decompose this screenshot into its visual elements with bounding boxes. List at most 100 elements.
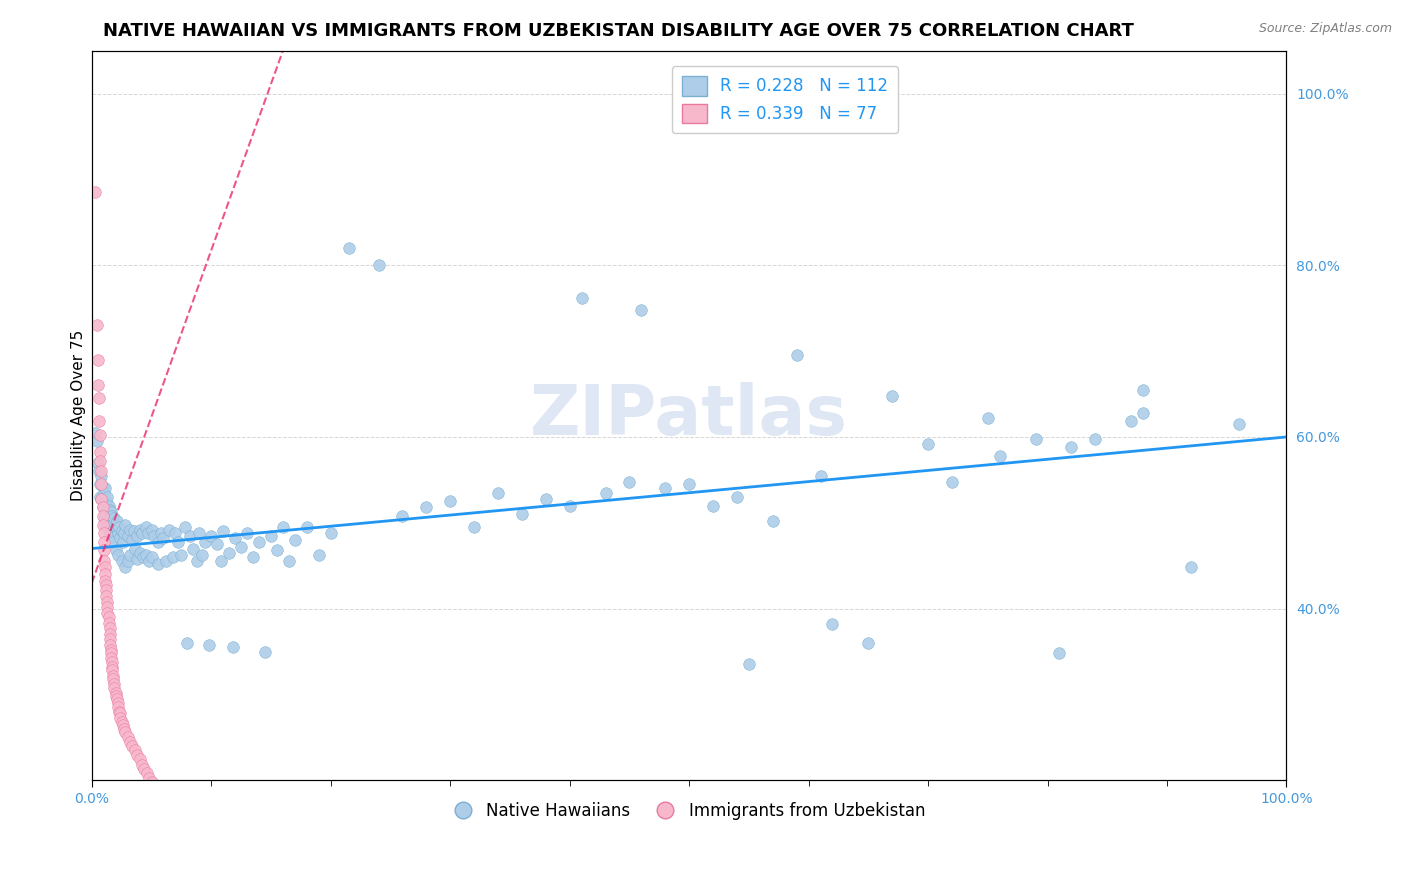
Point xyxy=(94,582,117,597)
Point xyxy=(112,722,135,736)
Point xyxy=(97,499,120,513)
Point xyxy=(571,291,593,305)
Point xyxy=(558,499,581,513)
Point xyxy=(118,523,141,537)
Point xyxy=(260,529,283,543)
Point xyxy=(152,531,174,545)
Point xyxy=(103,672,125,686)
Point xyxy=(463,520,485,534)
Point xyxy=(619,475,641,489)
Point xyxy=(100,506,122,520)
Point xyxy=(91,517,114,532)
Point xyxy=(127,552,149,566)
Point xyxy=(194,534,217,549)
Point xyxy=(510,507,533,521)
Point xyxy=(124,743,146,757)
Point xyxy=(100,651,122,665)
Point xyxy=(186,554,208,568)
Point xyxy=(146,534,169,549)
Point xyxy=(486,485,509,500)
Point xyxy=(142,529,165,543)
Point xyxy=(103,677,125,691)
Point xyxy=(104,543,127,558)
Text: Source: ZipAtlas.com: Source: ZipAtlas.com xyxy=(1258,22,1392,36)
Point xyxy=(87,352,110,367)
Point xyxy=(87,378,110,392)
Point xyxy=(253,644,276,658)
Point xyxy=(725,490,748,504)
Point xyxy=(131,526,153,541)
Point xyxy=(100,643,122,657)
Point xyxy=(84,186,107,200)
Point xyxy=(439,494,461,508)
Point xyxy=(146,781,169,796)
Point xyxy=(367,258,389,272)
Point xyxy=(96,599,118,614)
Point xyxy=(94,589,117,603)
Point xyxy=(90,491,112,506)
Point xyxy=(114,560,136,574)
Point xyxy=(977,411,1000,425)
Point xyxy=(101,655,124,669)
Point xyxy=(93,526,115,541)
Point xyxy=(103,511,125,525)
Point xyxy=(112,526,135,541)
Point xyxy=(188,818,211,832)
Point xyxy=(103,517,125,532)
Point xyxy=(882,389,904,403)
Point xyxy=(1132,406,1154,420)
Point xyxy=(988,449,1011,463)
Point xyxy=(111,717,134,731)
Point xyxy=(212,524,235,539)
Point xyxy=(91,480,114,494)
Point xyxy=(111,524,134,539)
Point xyxy=(138,554,160,568)
Point xyxy=(110,531,132,545)
Point xyxy=(134,762,156,776)
Point xyxy=(1049,646,1071,660)
Point xyxy=(132,550,155,565)
Point xyxy=(100,531,122,545)
Point xyxy=(1060,440,1083,454)
Point xyxy=(108,520,131,534)
Point xyxy=(93,554,115,568)
Point xyxy=(224,842,246,856)
Point xyxy=(170,549,193,563)
Point xyxy=(183,541,205,556)
Point xyxy=(162,550,184,565)
Point xyxy=(738,657,761,672)
Point xyxy=(941,475,963,489)
Point xyxy=(159,523,181,537)
Point xyxy=(242,550,264,565)
Point xyxy=(93,534,115,549)
Point xyxy=(190,549,212,563)
Point xyxy=(858,636,880,650)
Point xyxy=(1227,417,1250,431)
Point xyxy=(209,554,232,568)
Point xyxy=(176,809,198,823)
Point xyxy=(236,526,259,541)
Point xyxy=(90,468,112,483)
Point xyxy=(86,318,108,333)
Point xyxy=(702,499,724,513)
Point xyxy=(165,799,187,814)
Point xyxy=(176,636,198,650)
Point xyxy=(534,491,557,506)
Point xyxy=(222,640,245,655)
Point xyxy=(94,494,117,508)
Point xyxy=(98,632,121,646)
Point xyxy=(96,606,118,620)
Point xyxy=(266,543,288,558)
Point xyxy=(101,660,124,674)
Point xyxy=(90,491,112,506)
Point xyxy=(131,757,153,772)
Point xyxy=(89,490,111,504)
Point xyxy=(138,771,160,785)
Point xyxy=(94,567,117,582)
Point xyxy=(141,550,163,565)
Point xyxy=(117,554,139,568)
Point xyxy=(118,734,141,748)
Point xyxy=(810,468,832,483)
Point xyxy=(107,696,129,710)
Point xyxy=(1121,415,1143,429)
